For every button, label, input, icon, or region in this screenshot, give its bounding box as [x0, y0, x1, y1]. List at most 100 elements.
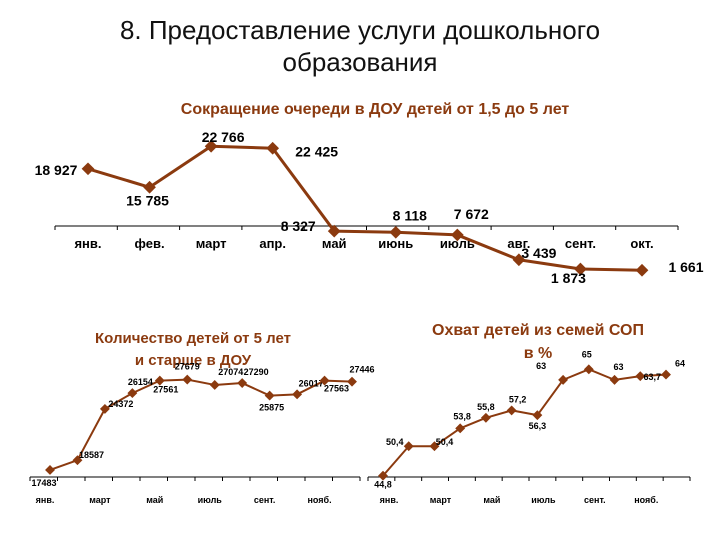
chart-2-point-9 — [292, 389, 303, 400]
chart-3-point-8 — [583, 364, 594, 375]
chart-3-point-2 — [429, 441, 440, 452]
chart-1-category-2: март — [196, 236, 227, 251]
chart-2-point-6 — [209, 379, 220, 390]
chart-2-point-11 — [347, 376, 357, 387]
chart-1-point-9 — [635, 263, 649, 277]
chart-3-data-label-0: 44,8 — [374, 480, 392, 490]
chart-2-category-4: май — [146, 495, 163, 505]
chart-3-point-9 — [609, 374, 620, 385]
chart-3-point-7 — [558, 374, 569, 385]
chart-3-point-6 — [532, 410, 543, 421]
chart-3-data-label-10: 63,7 — [644, 372, 662, 382]
chart-1-series-line — [87, 144, 643, 272]
chart-1-data-label-6: 7 672 — [454, 206, 489, 222]
chart-1-point-2 — [204, 139, 218, 153]
chart-2-data-label-5: 27679 — [175, 362, 200, 372]
chart-3-point-11 — [661, 369, 671, 380]
chart-1-queue-reduction: 18 927 15 785 22 766 22 425 8 327 8 118 7 672 3… — [35, 129, 704, 286]
chart-3-data-label-9: 63 — [614, 362, 624, 372]
chart-1-category-4: май — [322, 236, 347, 251]
chart-3-data-label-11: 64 — [675, 359, 685, 369]
chart-3-data-label-5: 57,2 — [509, 394, 527, 404]
chart-1-data-label-9: 1 661 — [668, 259, 703, 275]
chart-3-point-10 — [635, 371, 646, 382]
chart-1-category-9: окт. — [630, 236, 653, 251]
chart-1-data-label-5: 8 118 — [393, 207, 427, 223]
chart-2-data-label-1: 18587 — [79, 450, 104, 460]
chart-1-point-6 — [450, 228, 464, 242]
chart-1-category-6: июль — [440, 236, 475, 251]
chart-3-title-line-1: Охват детей из семей СОП — [432, 322, 644, 339]
chart-1-point-1 — [143, 180, 156, 194]
chart-1-data-label-8: 1 873 — [551, 270, 586, 286]
chart-1-data-label-1: 15 785 — [126, 192, 169, 208]
chart-2-data-label-9: 26017 — [299, 378, 324, 388]
chart-3-point-5 — [506, 405, 517, 416]
chart-3-sop-coverage: 44,8 50,4 50,4 53,8 55,8 57,2 56,3 63 65 63 63,7 64… — [367, 349, 691, 505]
chart-2-data-label-6: 27074 — [218, 367, 243, 377]
chart-3-category-2: март — [430, 495, 452, 505]
chart-1-data-label-0: 18 927 — [35, 162, 78, 178]
slide-title-line-1: 8. Предоставление услуги дошкольного — [119, 15, 601, 45]
chart-3-data-label-7: 63 — [536, 361, 546, 371]
chart-2-category-2: март — [89, 495, 111, 505]
chart-3-data-label-8: 65 — [582, 349, 592, 359]
chart-2-point-5 — [182, 374, 193, 385]
chart-1-title: Сокращение очереди в ДОУ детей от 1,5 до… — [181, 101, 570, 118]
chart-2-data-label-8: 25875 — [259, 403, 284, 413]
chart-2-point-0 — [45, 465, 55, 475]
chart-1-category-1: фев. — [135, 236, 165, 251]
slide-title: 8. Предоставление услуги дошкольного обр… — [0, 14, 720, 78]
chart-1-point-0 — [81, 162, 95, 176]
chart-1-category-3: апр. — [259, 236, 286, 251]
chart-2-category-10: нояб. — [307, 495, 331, 505]
chart-1-point-3 — [266, 141, 280, 155]
chart-2-data-label-10: 27563 — [324, 384, 349, 394]
chart-1-category-7: авг. — [507, 236, 530, 251]
chart-1-point-4 — [327, 224, 341, 238]
chart-3-point-0 — [378, 470, 388, 481]
chart-2-category-6: июль — [198, 495, 223, 505]
chart-3-point-3 — [455, 423, 466, 434]
chart-2-point-4 — [154, 375, 165, 386]
chart-2-category-8: сент. — [254, 495, 276, 505]
chart-3-category-4: май — [483, 495, 500, 505]
chart-3-category-10: нояб. — [634, 495, 658, 505]
chart-1-data-label-2: 22 766 — [202, 129, 245, 145]
chart-1-point-5 — [389, 225, 403, 239]
chart-2-series-line — [49, 378, 353, 471]
chart-1-data-label-7: 3 439 — [521, 245, 556, 261]
chart-3-category-0: янв. — [380, 495, 399, 505]
chart-2-title-line-2: и старше в ДОУ — [135, 352, 252, 369]
chart-2-category-0: янв. — [36, 495, 55, 505]
chart-2-point-8 — [264, 390, 275, 401]
chart-2-data-label-2: 24372 — [108, 399, 133, 409]
chart-2-data-label-0: 17483 — [31, 478, 56, 488]
chart-2-data-label-11: 27446 — [349, 365, 374, 375]
chart-3-title-line-2: в % — [524, 345, 553, 362]
chart-3-data-label-2: 50,4 — [436, 437, 454, 447]
chart-1-category-0: янв. — [74, 236, 101, 251]
chart-2-data-label-7: 27290 — [244, 367, 269, 377]
chart-2-point-3 — [127, 388, 138, 399]
chart-1-data-label-3: 22 425 — [295, 143, 338, 159]
chart-2-data-label-4: 27561 — [153, 385, 178, 395]
chart-2-title-line-1: Количество детей от 5 лет — [95, 330, 291, 347]
chart-1-data-label-4: 8 327 — [281, 218, 316, 234]
chart-3-point-1 — [403, 441, 414, 452]
chart-1-category-5: июнь — [378, 236, 413, 251]
chart-3-data-label-1: 50,4 — [386, 437, 404, 447]
chart-2-point-10 — [319, 375, 330, 386]
chart-3-data-label-4: 55,8 — [477, 402, 495, 412]
chart-3-point-4 — [480, 412, 491, 423]
chart-3-category-6: июль — [531, 495, 556, 505]
chart-3-series-line — [382, 368, 667, 477]
slide-title-line-2: образования — [282, 47, 438, 77]
chart-1-category-8: сент. — [565, 236, 596, 251]
chart-3-category-8: сент. — [584, 495, 606, 505]
chart-2-data-label-3: 26154 — [128, 377, 153, 387]
chart-3-data-label-3: 53,8 — [453, 411, 471, 421]
chart-2-point-7 — [237, 378, 248, 388]
